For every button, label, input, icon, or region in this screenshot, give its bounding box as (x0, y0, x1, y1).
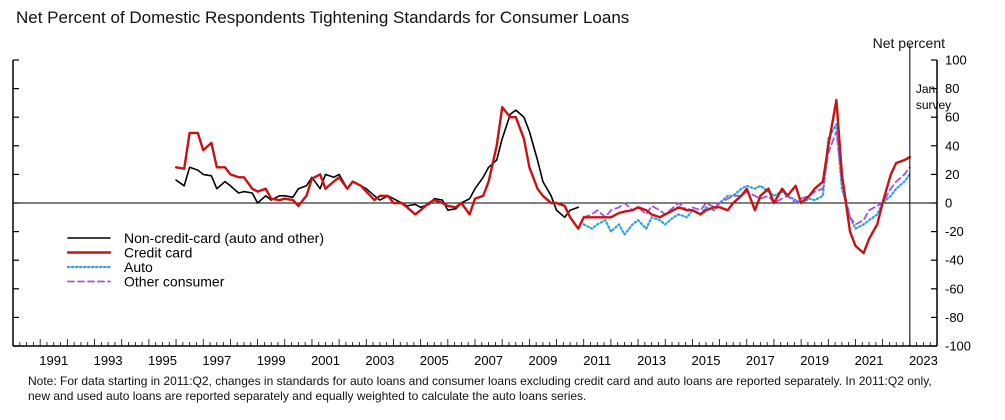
x-tick-label: 2015 (692, 353, 721, 368)
y-tick-label: -100 (945, 339, 971, 354)
y-tick-label: 20 (945, 167, 959, 182)
series-line-1 (174, 98, 911, 255)
x-tick-label: 1991 (39, 353, 68, 368)
series-line-2 (582, 123, 911, 236)
x-tick-label: 2011 (583, 353, 611, 368)
y-tick-label: -40 (945, 253, 964, 268)
y-tick-label: -80 (945, 310, 964, 325)
x-tick-label: 1999 (257, 353, 286, 368)
x-tick-label: 2003 (365, 353, 394, 368)
x-tick-label: 2001 (311, 353, 340, 368)
x-tick-label: 2021 (855, 353, 884, 368)
series-group (174, 98, 911, 255)
footnote: Note: For data starting in 2011:Q2, chan… (28, 374, 932, 403)
x-tick-label: 1993 (94, 353, 123, 368)
y-tick-label: 40 (945, 138, 959, 153)
y-tick-label: 80 (945, 81, 959, 96)
legend: Non-credit-card (auto and other)Credit c… (66, 230, 324, 290)
annotation-label-line2: survey (916, 98, 951, 112)
x-tick-label: 2023 (909, 353, 938, 368)
chart-title: Net Percent of Domestic Respondents Tigh… (16, 8, 630, 27)
axes-group: 100 80 60 40 20 0 -20 -40 -60 -80 -100 1991 1993 1995… (12, 53, 971, 368)
x-tick-label: 2019 (800, 353, 829, 368)
x-tick-label: 2009 (528, 353, 557, 368)
y-tick-label: 0 (945, 196, 952, 211)
legend-label-1: Credit card (124, 245, 192, 261)
legend-label-0: Non-credit-card (auto and other) (124, 230, 324, 246)
annotation-label-line1: Jan. (916, 82, 939, 96)
y-tick-label: -20 (945, 224, 964, 239)
x-tick-label: 2007 (474, 353, 503, 368)
x-tick-label: 2013 (637, 353, 666, 368)
legend-label-3: Other consumer (124, 274, 225, 290)
y-tick-label: 100 (945, 53, 967, 68)
x-tick-label: 1995 (148, 353, 177, 368)
y-tick-label: 60 (945, 110, 959, 125)
legend-label-2: Auto (124, 259, 153, 275)
x-tick-label: 2017 (746, 353, 775, 368)
y-axis-label: Net percent (872, 35, 945, 51)
x-tick-label: 2005 (420, 353, 449, 368)
y-tick-label: -60 (945, 281, 964, 296)
survey-annotation: Jan. survey (909, 45, 951, 346)
x-tick-label: 1997 (202, 353, 231, 368)
